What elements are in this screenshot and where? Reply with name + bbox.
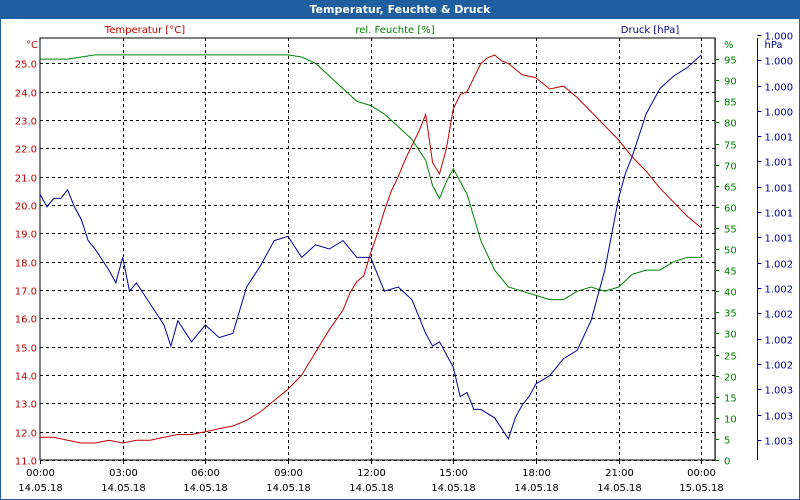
humidity-tick-label: 35 bbox=[724, 309, 737, 320]
temperature-tick-label: 12.0 bbox=[15, 429, 37, 440]
series-line-pressure bbox=[39, 54, 702, 441]
temperature-tick-label: 13.0 bbox=[15, 400, 37, 411]
humidity-tick-label: 15 bbox=[724, 394, 737, 405]
x-tick-time-label: 21:00 bbox=[605, 468, 634, 479]
humidity-tick-label: 0 bbox=[724, 457, 730, 468]
x-tick-date-label: 14.05.18 bbox=[101, 483, 146, 494]
plot-border bbox=[39, 37, 716, 461]
pressure-axis-title: Druck [hPa] bbox=[621, 25, 680, 36]
humidity-tick-label: 40 bbox=[724, 288, 737, 299]
humidity-tick-label: 90 bbox=[724, 77, 737, 88]
series-lines bbox=[39, 54, 702, 444]
humidity-unit-label: % bbox=[724, 40, 734, 51]
series-line-temperature bbox=[40, 54, 702, 444]
temperature-tick-label: 19.0 bbox=[15, 230, 37, 241]
pressure-tick-label: 1.002 bbox=[765, 361, 794, 372]
temperature-tick-label: 11.0 bbox=[15, 457, 37, 468]
x-tick-time-label: 00:00 bbox=[687, 468, 716, 479]
temperature-tick-label: 20.0 bbox=[15, 202, 37, 213]
x-tick-date-label: 15.05.18 bbox=[679, 483, 724, 494]
x-tick-date-label: 14.05.18 bbox=[183, 483, 228, 494]
pressure-tick-label: 1.002 bbox=[765, 310, 794, 321]
humidity-tick-label: 30 bbox=[724, 330, 737, 341]
series-line-humidity bbox=[40, 54, 702, 301]
humidity-tick-label: 45 bbox=[724, 267, 737, 278]
x-tick-date-label: 14.05.18 bbox=[514, 483, 559, 494]
x-tick-time-label: 09:00 bbox=[274, 468, 303, 479]
humidity-tick-label: 65 bbox=[724, 183, 737, 194]
chart-title: Temperatur, Feuchte & Druck bbox=[1, 1, 799, 19]
pressure-tick-label: 1.001 bbox=[765, 209, 794, 220]
temperature-tick-label: 22.0 bbox=[15, 145, 37, 156]
pressure-tick-label: 1.001 bbox=[765, 133, 794, 144]
humidity-tick-label: 50 bbox=[724, 246, 737, 257]
temperature-unit-label: °C bbox=[26, 40, 38, 51]
pressure-tick-label: 1.003 bbox=[765, 412, 794, 423]
grid-lines bbox=[39, 35, 762, 464]
humidity-tick-label: 70 bbox=[724, 162, 737, 173]
pressure-tick-label: 1.001 bbox=[765, 184, 794, 195]
humidity-tick-label: 80 bbox=[724, 119, 737, 130]
humidity-tick-label: 10 bbox=[724, 415, 737, 426]
pressure-tick-label: 1.002 bbox=[765, 285, 794, 296]
temperature-tick-label: 14.0 bbox=[15, 372, 37, 383]
temperature-axis-title: Temperatur [°C] bbox=[104, 25, 185, 36]
x-tick-time-label: 18:00 bbox=[522, 468, 551, 479]
temperature-tick-label: 23.0 bbox=[15, 117, 37, 128]
pressure-tick-label: 1.000 bbox=[765, 57, 794, 68]
x-tick-time-label: 00:00 bbox=[26, 468, 55, 479]
humidity-tick-label: 20 bbox=[724, 373, 737, 384]
humidity-tick-label: 95 bbox=[724, 56, 737, 67]
axis-labels: 00:00 14.05.18 03:00 14.05.18 06:00 14.05.18 0… bbox=[15, 25, 793, 494]
temperature-tick-label: 16.0 bbox=[15, 315, 37, 326]
humidity-tick-label: 75 bbox=[724, 141, 737, 152]
temperature-tick-label: 18.0 bbox=[15, 259, 37, 270]
humidity-tick-label: 5 bbox=[724, 436, 730, 447]
x-tick-time-label: 06:00 bbox=[191, 468, 220, 479]
humidity-axis-title: rel. Feuchte [%] bbox=[355, 25, 434, 36]
temperature-tick-label: 17.0 bbox=[15, 287, 37, 298]
humidity-tick-label: 25 bbox=[724, 352, 737, 363]
temperature-tick-label: 21.0 bbox=[15, 174, 37, 185]
x-tick-time-label: 15:00 bbox=[439, 468, 468, 479]
pressure-tick-label: 1.000 bbox=[765, 83, 794, 94]
pressure-tick-label: 1.000 bbox=[765, 108, 794, 119]
humidity-tick-label: 60 bbox=[724, 204, 737, 215]
humidity-tick-label: 55 bbox=[724, 225, 737, 236]
humidity-tick-label: 85 bbox=[724, 98, 737, 109]
temperature-tick-label: 24.0 bbox=[15, 89, 37, 100]
pressure-unit-label: hPa bbox=[765, 40, 783, 51]
pressure-tick-label: 1.003 bbox=[765, 386, 794, 397]
x-tick-time-label: 12:00 bbox=[357, 468, 386, 479]
x-tick-date-label: 14.05.18 bbox=[431, 483, 476, 494]
x-tick-time-label: 03:00 bbox=[109, 468, 138, 479]
pressure-tick-label: 1.002 bbox=[765, 336, 794, 347]
x-tick-date-label: 14.05.18 bbox=[349, 483, 394, 494]
x-tick-date-label: 14.05.18 bbox=[266, 483, 311, 494]
pressure-tick-label: 1.001 bbox=[765, 158, 794, 169]
x-tick-date-label: 14.05.18 bbox=[18, 483, 63, 494]
pressure-tick-label: 1.002 bbox=[765, 260, 794, 271]
temperature-tick-label: 15.0 bbox=[15, 344, 37, 355]
pressure-tick-label: 1.000 bbox=[765, 32, 794, 43]
pressure-tick-label: 1.001 bbox=[765, 234, 794, 245]
x-tick-date-label: 14.05.18 bbox=[597, 483, 642, 494]
temperature-tick-label: 25.0 bbox=[15, 60, 37, 71]
pressure-tick-label: 1.003 bbox=[765, 437, 794, 448]
